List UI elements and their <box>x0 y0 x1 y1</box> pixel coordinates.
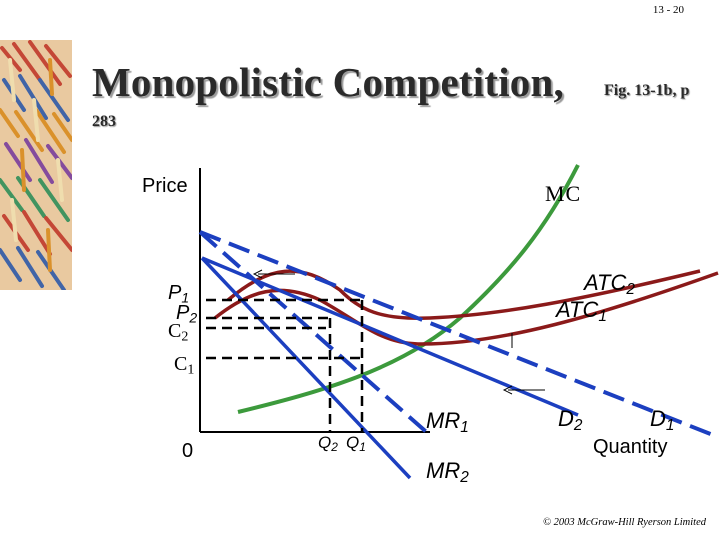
slide-number: 13 - 20 <box>652 4 684 16</box>
q2-label-sub: 2 <box>331 439 338 454</box>
d2-label-sub: 2 <box>573 416 583 434</box>
c2-label: C2 <box>168 320 188 346</box>
copyright-notice: © 2003 McGraw-Hill Ryerson Limited <box>543 517 706 528</box>
mr2-label: MR2 <box>426 458 469 487</box>
quantity-axis-label: Quantity <box>593 436 668 458</box>
origin-label: 0 <box>182 440 194 462</box>
mr2-label-sub: 2 <box>460 468 469 486</box>
p2-label: P2 <box>176 302 197 326</box>
decorative-pattern <box>0 40 72 290</box>
d1-label-base: D <box>650 406 666 431</box>
d1-label: D1 <box>650 406 674 435</box>
d2-label: D2 <box>558 406 582 435</box>
mr2-curve <box>200 256 412 480</box>
atc1-label-sub: 1 <box>598 307 607 325</box>
d1-label-sub: 1 <box>665 416 675 434</box>
q1-label: Q1 <box>346 433 366 454</box>
atc1-label: ATC1 <box>556 297 607 326</box>
mc-curve <box>237 164 580 414</box>
demand-d1 <box>199 230 719 439</box>
p2-label-sub: 2 <box>189 309 198 326</box>
p1-label: P1 <box>168 282 189 306</box>
q2-label: Q2 <box>318 433 338 454</box>
arrowhead-2 <box>502 385 513 395</box>
q1-label-sub: 1 <box>359 439 366 454</box>
atc2-label-base: ATC <box>584 270 627 295</box>
mr1-label-sub: 1 <box>460 418 469 436</box>
figure-reference-page: 283 <box>92 113 116 130</box>
q2-label-base: Q <box>318 433 332 452</box>
slide-title: Monopolistic Competition, <box>92 59 564 105</box>
mc-label: MC <box>545 181 582 206</box>
c1-label-base: C <box>174 353 188 375</box>
mr1-label-base: MR <box>426 408 461 433</box>
q1-label-base: Q <box>346 433 360 452</box>
mr1-curve <box>198 230 434 439</box>
p1-label-base: P <box>168 282 182 304</box>
atc2-label: ATC2 <box>584 270 635 299</box>
d2-label-base: D <box>558 406 574 431</box>
mr2-label-base: MR <box>426 458 461 483</box>
p1-label-sub: 1 <box>181 289 190 306</box>
atc2-label-sub: 2 <box>626 280 635 298</box>
atc1-label-base: ATC <box>556 297 599 322</box>
figure-reference: Fig. 13-1b, p <box>604 82 690 99</box>
atc2-curve <box>226 269 701 320</box>
c2-label-base: C <box>168 320 182 342</box>
c1-label: C1 <box>174 353 194 379</box>
demand-d2 <box>201 256 579 417</box>
c1-label-sub: 1 <box>187 362 195 378</box>
p2-label-base: P <box>176 302 190 324</box>
c2-label-sub: 2 <box>181 329 189 345</box>
mr1-label: MR1 <box>426 408 469 437</box>
price-axis-label: Price <box>142 175 188 197</box>
arrowhead-1 <box>252 269 263 279</box>
decorative-strip <box>0 40 72 290</box>
